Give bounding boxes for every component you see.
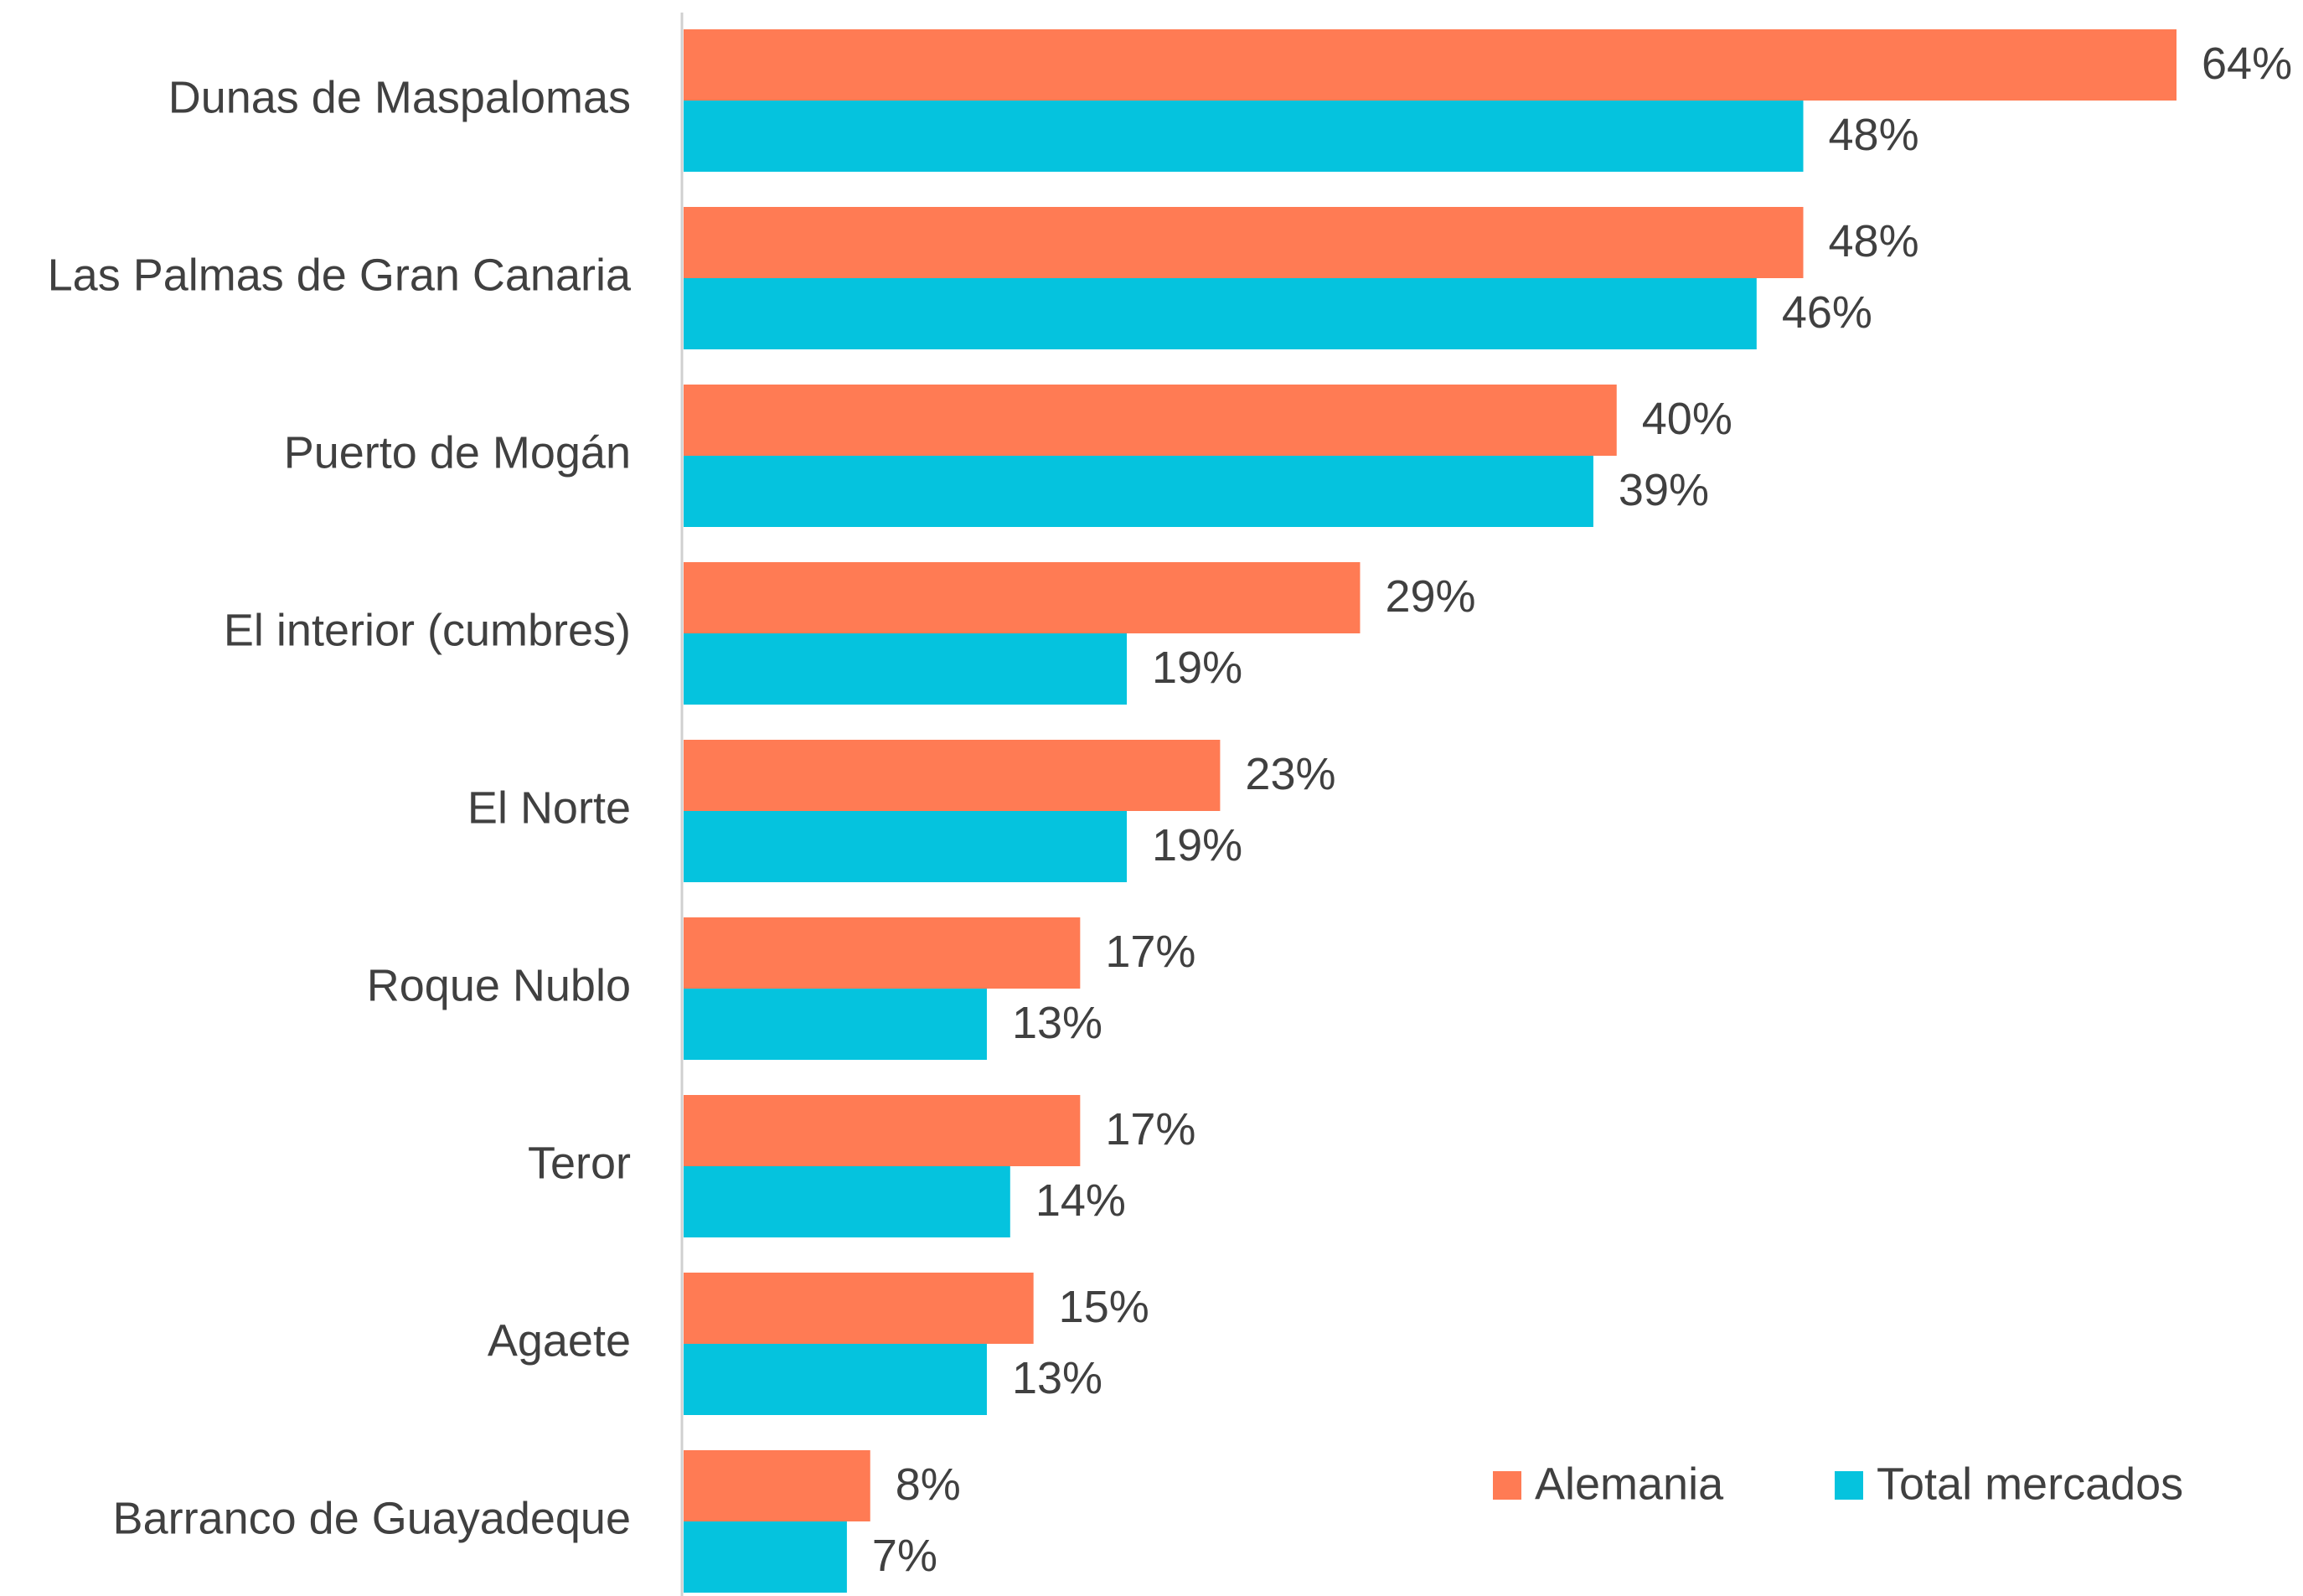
category-label: El interior (cumbres) bbox=[224, 605, 631, 655]
value-label: 15% bbox=[1059, 1282, 1149, 1332]
category-label: Las Palmas de Gran Canaria bbox=[48, 250, 632, 300]
bar bbox=[684, 29, 2176, 101]
legend-swatch bbox=[1493, 1471, 1521, 1500]
value-label: 48% bbox=[1829, 216, 1919, 266]
value-label: 13% bbox=[1012, 1353, 1102, 1403]
value-label: 23% bbox=[1245, 749, 1335, 799]
value-label: 29% bbox=[1385, 571, 1475, 622]
value-label: 7% bbox=[872, 1531, 937, 1581]
category-label: Puerto de Mogán bbox=[284, 427, 631, 478]
category-label: Barranco de Guayadeque bbox=[113, 1493, 631, 1543]
bar bbox=[684, 1273, 1034, 1344]
value-label: 14% bbox=[1035, 1175, 1126, 1226]
value-label: 48% bbox=[1829, 110, 1919, 160]
bar bbox=[684, 989, 987, 1060]
value-label: 64% bbox=[2202, 39, 2292, 89]
category-label: Agaete bbox=[488, 1315, 631, 1366]
bar bbox=[684, 811, 1128, 882]
bar bbox=[684, 1450, 870, 1521]
bar bbox=[684, 385, 1617, 456]
value-label: 8% bbox=[896, 1459, 961, 1510]
bar bbox=[684, 562, 1361, 633]
bar bbox=[684, 207, 1804, 278]
bar bbox=[684, 1095, 1081, 1166]
value-label: 17% bbox=[1105, 1104, 1195, 1154]
value-label: 39% bbox=[1619, 465, 1709, 515]
value-label: 17% bbox=[1105, 927, 1195, 977]
value-label: 19% bbox=[1152, 643, 1242, 693]
bar bbox=[684, 740, 1221, 811]
bar bbox=[684, 633, 1128, 705]
value-label: 13% bbox=[1012, 998, 1102, 1048]
bar bbox=[684, 456, 1593, 527]
bar bbox=[684, 1521, 847, 1593]
value-label: 40% bbox=[1642, 394, 1732, 444]
category-label: Teror bbox=[528, 1138, 631, 1188]
bar bbox=[684, 278, 1757, 349]
value-label: 19% bbox=[1152, 820, 1242, 870]
bar bbox=[684, 1166, 1010, 1237]
bar bbox=[684, 1344, 987, 1415]
bar bbox=[684, 917, 1081, 989]
legend-label: Alemania bbox=[1535, 1459, 1724, 1509]
category-label: Dunas de Maspalomas bbox=[168, 72, 631, 122]
category-label: Roque Nublo bbox=[367, 960, 631, 1010]
bar bbox=[684, 101, 1804, 172]
legend-label: Total mercados bbox=[1877, 1459, 2183, 1509]
legend-swatch bbox=[1835, 1471, 1863, 1500]
value-label: 46% bbox=[1782, 287, 1872, 338]
category-label: El Norte bbox=[467, 783, 631, 833]
